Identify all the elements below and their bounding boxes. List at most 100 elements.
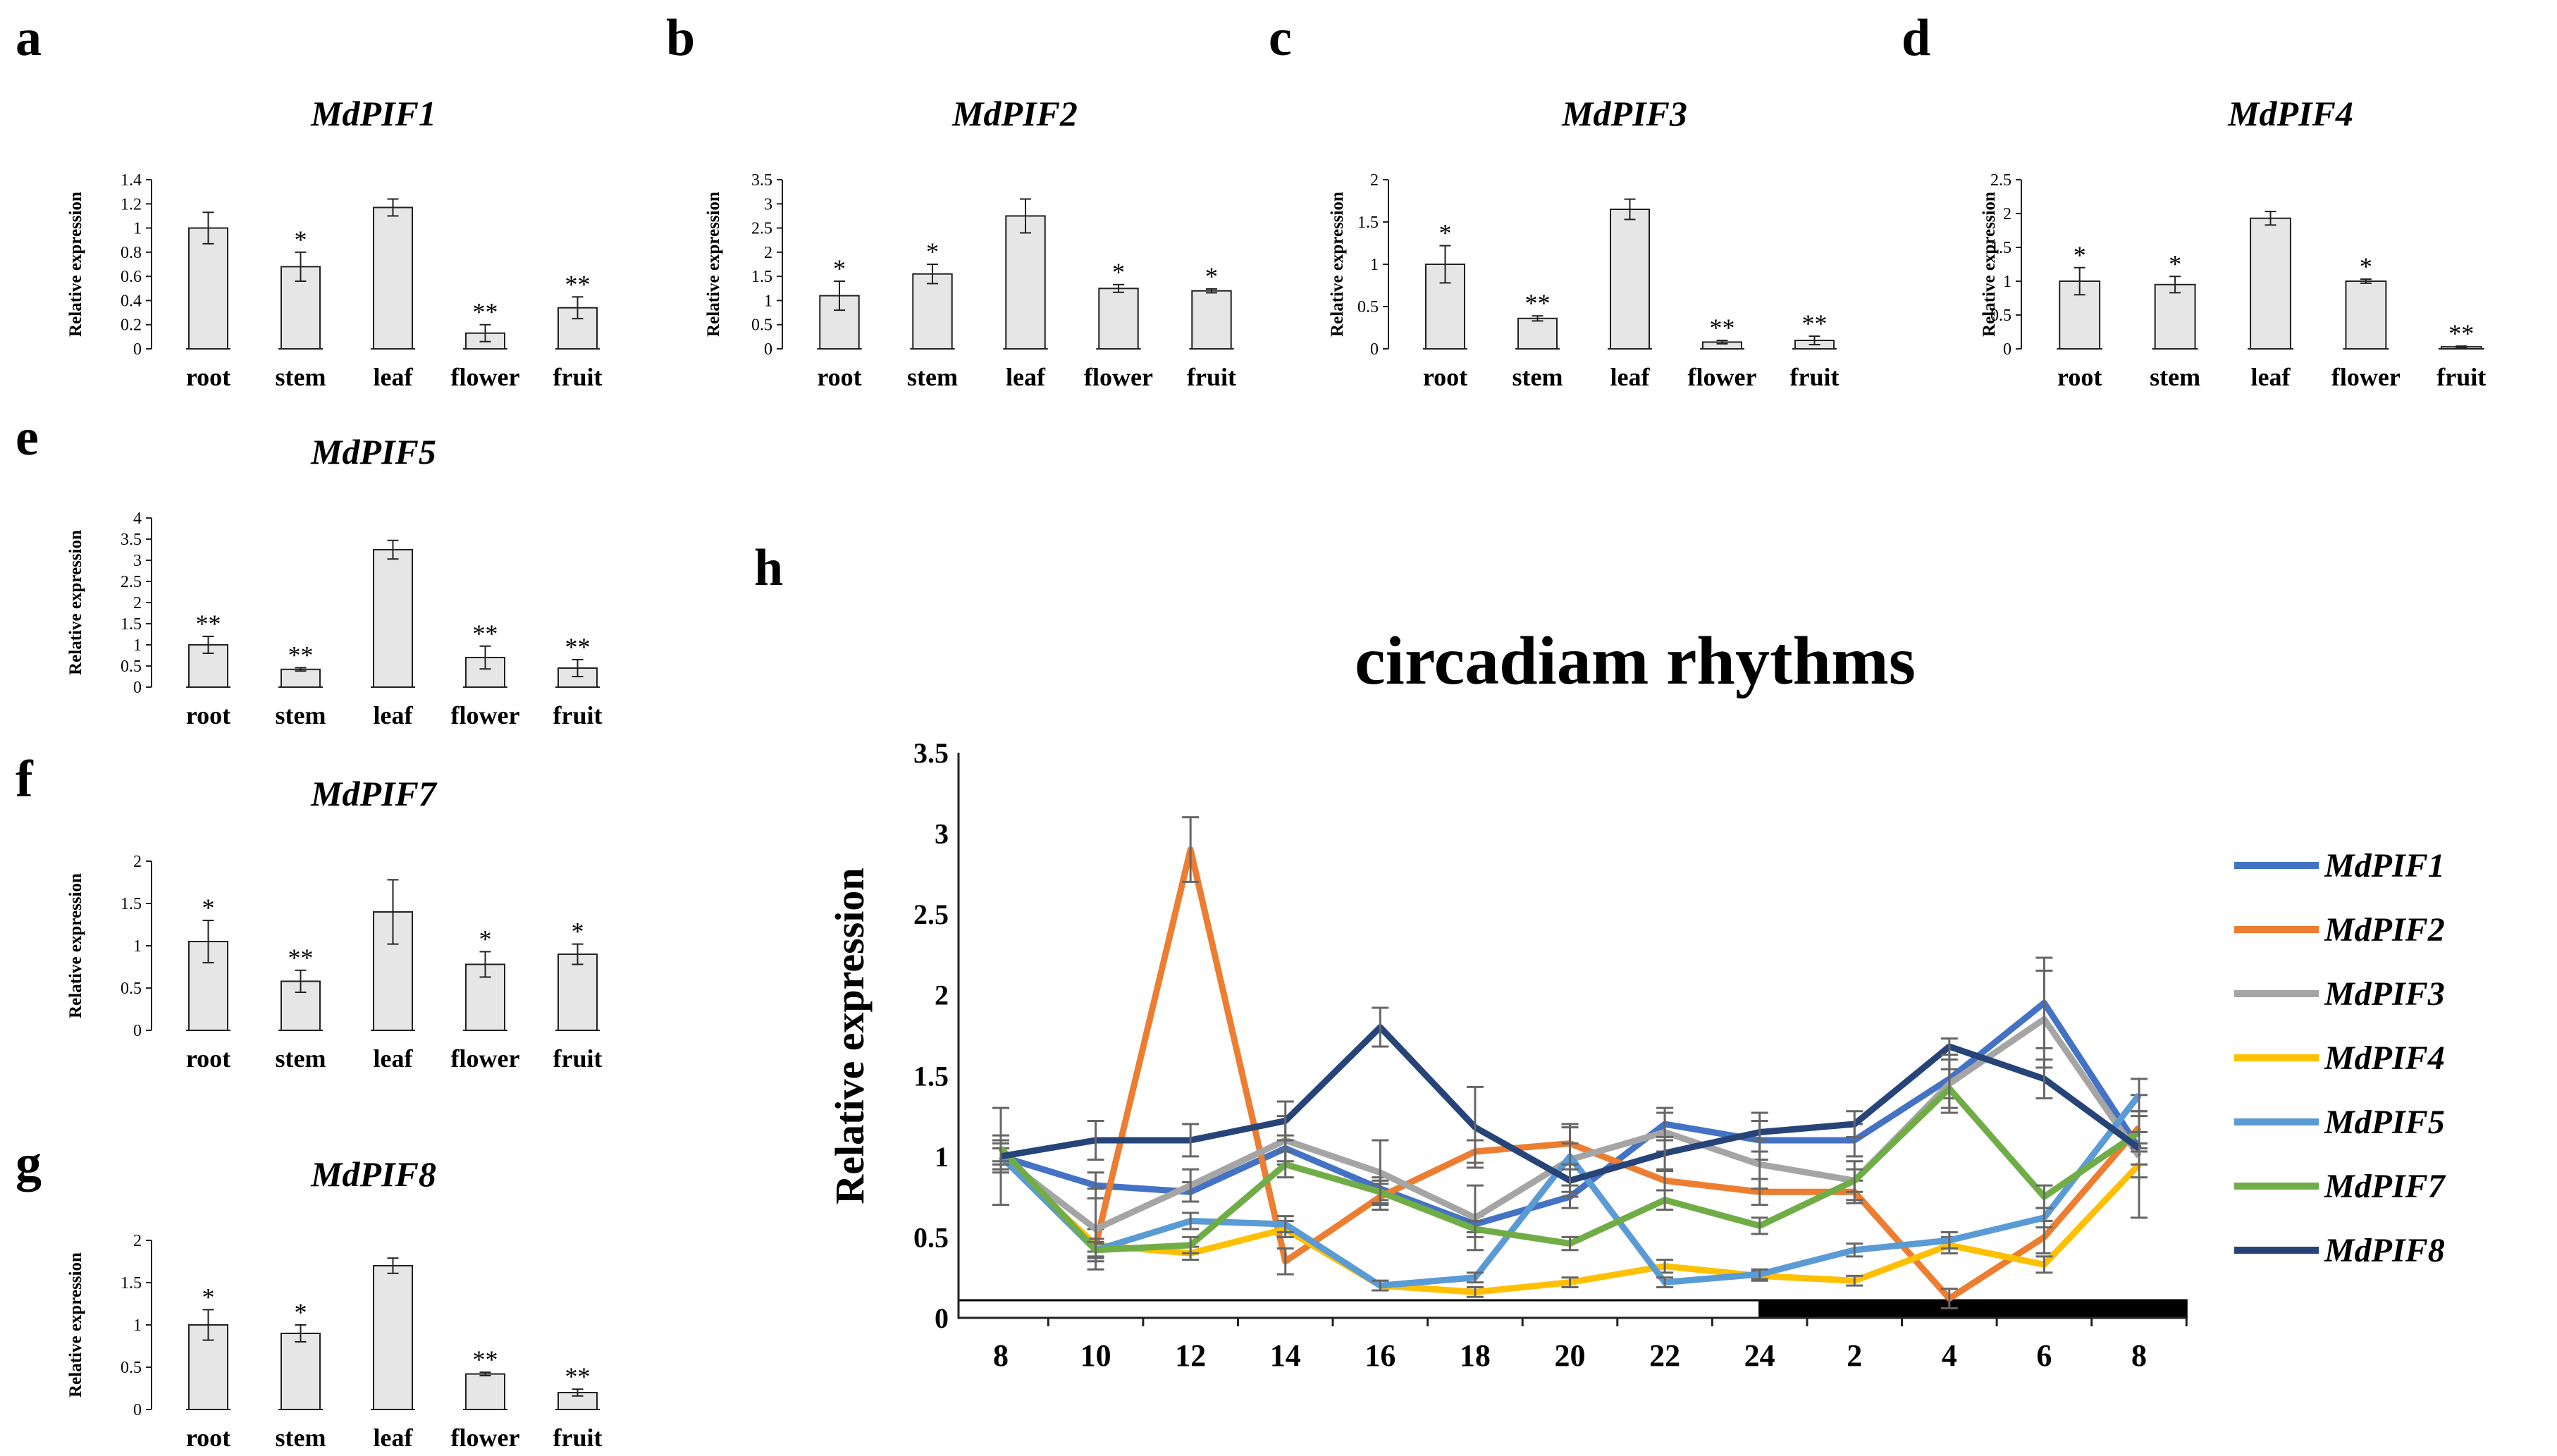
panel-letter: c: [1269, 9, 1292, 67]
x-tick-label: 6: [2036, 1338, 2052, 1373]
x-tick-label: root: [186, 1424, 230, 1452]
y-tick-label: 1: [133, 220, 142, 238]
significance-mark: *: [572, 918, 584, 946]
x-tick-label: 2: [1847, 1338, 1862, 1373]
bar: [2154, 283, 2196, 350]
x-tick-label: stem: [276, 1424, 326, 1452]
y-tick-label: 2: [133, 1232, 142, 1250]
chart-title: MdPIF7: [310, 774, 438, 813]
y-tick-label: 4: [133, 510, 142, 528]
significance-mark: **: [565, 633, 591, 661]
y-tick-label: 0.5: [121, 658, 142, 676]
x-tick-label: leaf: [374, 1424, 414, 1452]
x-tick-label: fruit: [1187, 363, 1236, 391]
panel-letter: e: [16, 409, 39, 467]
bar: [2250, 217, 2291, 350]
bar: [280, 668, 321, 688]
x-tick-label: stem: [276, 1044, 326, 1073]
chart-title: MdPIF1: [310, 94, 436, 133]
panel-letter: g: [16, 1135, 42, 1192]
chart-title: MdPIF4: [2227, 94, 2353, 133]
y-tick-label: 1: [935, 1141, 949, 1173]
y-axis-label: Relative expression: [66, 530, 85, 675]
y-axis-label: Relative expression: [66, 873, 85, 1018]
y-tick-label: 0.5: [1357, 298, 1379, 316]
x-tick-label: root: [186, 1044, 230, 1073]
x-tick-label: 8: [993, 1338, 1009, 1373]
y-tick-label: 2: [764, 244, 772, 262]
bar: [187, 227, 229, 350]
significance-mark: *: [295, 226, 307, 254]
bar: [1609, 209, 1651, 350]
y-tick-label: 0: [2003, 340, 2011, 359]
significance-mark: *: [833, 254, 846, 283]
x-tick-label: stem: [907, 363, 958, 391]
bar: [1517, 317, 1558, 350]
y-tick-label: 0.5: [751, 316, 772, 335]
bar-chart-3: c MdPIF3 Relative expression 0 0.5 1 1.5 2 * root…: [1269, 9, 1839, 391]
y-tick-label: 0: [133, 1022, 142, 1040]
significance-mark: **: [288, 641, 314, 669]
x-tick-label: fruit: [1790, 363, 1840, 391]
x-tick-label: fruit: [553, 1424, 603, 1452]
significance-mark: **: [1710, 314, 1735, 342]
line-chart-circadian: h circadiam rhythms Relative expression 0 0.…: [754, 539, 2446, 1373]
significance-mark: **: [565, 1362, 591, 1390]
x-tick-label: leaf: [374, 1044, 414, 1073]
x-tick-label: 20: [1555, 1338, 1586, 1373]
y-tick-label: 0: [133, 1401, 142, 1419]
y-axis-label: Relative expression: [66, 1252, 85, 1398]
y-tick-label: 0.2: [121, 316, 142, 335]
chart-title: MdPIF2: [951, 94, 1078, 133]
y-tick-label: 1.5: [121, 1274, 142, 1292]
y-tick-label: 1: [133, 636, 142, 655]
x-tick-label: leaf: [1610, 363, 1651, 391]
x-tick-label: flower: [451, 1044, 520, 1073]
significance-mark: **: [473, 1345, 498, 1374]
significance-mark: *: [2169, 249, 2181, 278]
y-tick-label: 0.4: [121, 292, 142, 310]
y-tick-label: 1: [2003, 273, 2011, 291]
bar: [280, 1333, 321, 1410]
significance-mark: *: [295, 1298, 307, 1326]
significance-mark: **: [473, 619, 498, 648]
x-tick-label: flower: [451, 363, 520, 391]
y-tick-label: 1: [1370, 256, 1379, 274]
y-tick-label: 1: [764, 292, 772, 310]
x-tick-label: 10: [1080, 1338, 1111, 1373]
y-tick-label: 2.5: [1990, 171, 2011, 190]
x-tick-label: fruit: [553, 1044, 603, 1073]
significance-mark: *: [2360, 252, 2372, 280]
y-tick-label: 1.5: [1990, 239, 2011, 257]
bar-chart-2: b MdPIF2 Relative expression 0 0.5 1 1.5 2 2.5 3 3…: [666, 9, 1236, 391]
bar: [2345, 280, 2387, 350]
y-tick-label: 0: [764, 340, 772, 359]
y-tick-label: 0: [1370, 340, 1379, 359]
significance-mark: *: [1439, 219, 1452, 247]
legend-label: MdPIF2: [2324, 911, 2445, 949]
y-tick-label: 2.5: [751, 220, 772, 238]
x-tick-label: 8: [2131, 1338, 2147, 1373]
bar: [1191, 290, 1232, 350]
bar-chart-6: f MdPIF7 Relative expression 0 0.5 1 1.5 2 * root…: [16, 751, 602, 1073]
y-tick-label: 2: [935, 980, 949, 1011]
y-tick-label: 0: [935, 1302, 949, 1334]
significance-mark: **: [288, 944, 314, 972]
bar: [1005, 215, 1046, 350]
x-tick-label: stem: [1512, 363, 1563, 391]
panel-letter: b: [666, 9, 695, 67]
bar-chart-7: g MdPIF8 Relative expression 0 0.5 1 1.5 2 * root…: [16, 1135, 602, 1452]
y-axis-label: Relative expression: [1980, 192, 1999, 337]
legend-label: MdPIF4: [2324, 1039, 2445, 1077]
panel-letter: f: [16, 751, 34, 808]
panel-letter: a: [16, 9, 42, 67]
significance-mark: **: [1525, 289, 1551, 317]
chart-title: MdPIF3: [1561, 94, 1687, 133]
legend: MdPIF1 MdPIF2 MdPIF3 MdPIF4 MdPIF5 MdPIF7 MdPI…: [2234, 847, 2446, 1269]
x-tick-label: 16: [1364, 1338, 1395, 1373]
light-period-bar: [957, 1299, 1761, 1319]
panel-letter: h: [754, 539, 783, 597]
x-tick-label: leaf: [1006, 363, 1046, 391]
